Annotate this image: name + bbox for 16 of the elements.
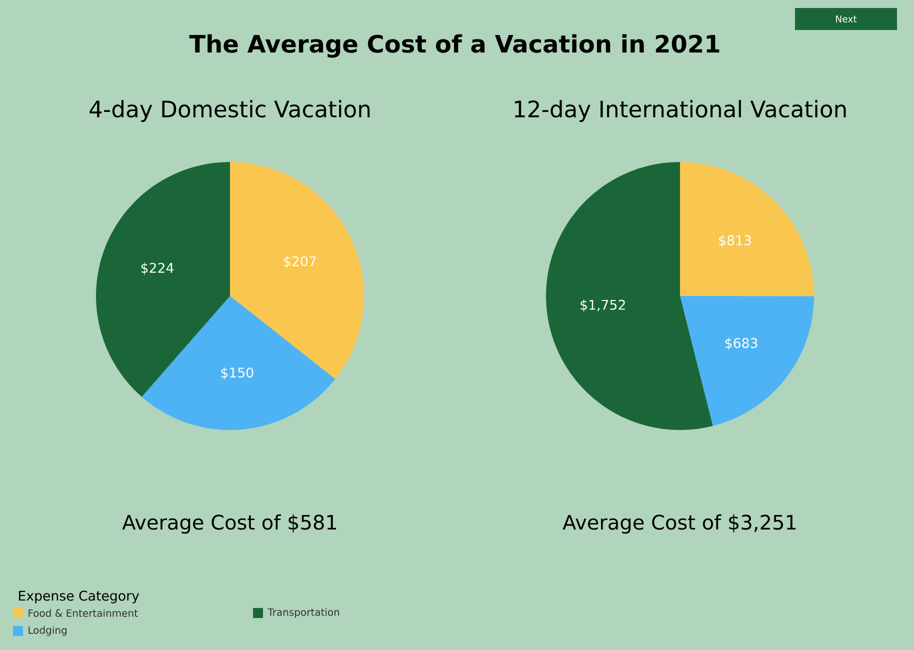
data-label: $1,752 bbox=[580, 300, 625, 312]
text: The Average Cost of a Vacation in 2021 bbox=[189, 34, 720, 58]
chart-subtitle: 4-day Domestic Vacation bbox=[90, 100, 370, 122]
chart-title: 12-day International Vacation bbox=[514, 100, 846, 122]
text: Average Cost of $3,251 bbox=[562, 514, 796, 534]
legend-label: Food & Entertainment bbox=[28, 609, 138, 617]
text: Average Cost of $581 bbox=[122, 514, 336, 534]
data-label: $813 bbox=[719, 235, 751, 248]
data-label: $683 bbox=[725, 338, 758, 350]
data-label: $150 bbox=[221, 367, 254, 380]
text: Next bbox=[836, 16, 857, 22]
legend-label: Lodging bbox=[28, 626, 66, 636]
data-label: $207 bbox=[284, 256, 316, 268]
data-label: $224 bbox=[141, 262, 174, 275]
legend-label: Transportation bbox=[268, 608, 340, 618]
legend-title: Expense Category bbox=[19, 590, 140, 604]
